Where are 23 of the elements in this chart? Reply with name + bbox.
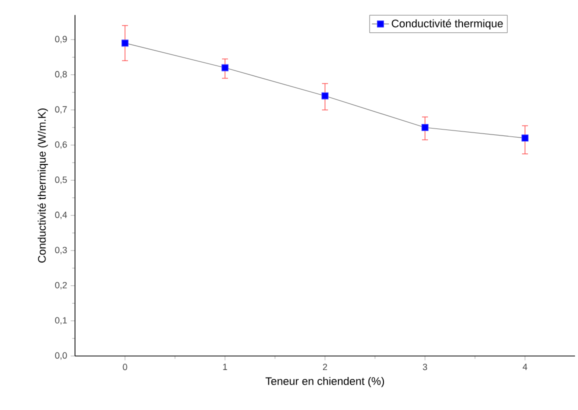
y-tick-label: 0,5 bbox=[55, 176, 67, 184]
y-tick-label: 0,6 bbox=[55, 141, 67, 149]
x-tick-label: 4 bbox=[522, 364, 528, 370]
point bbox=[522, 134, 529, 142]
point bbox=[322, 92, 329, 100]
x-axis-title: Teneur en chiendent (%) bbox=[266, 376, 384, 388]
y-tick-label: 0,0 bbox=[55, 352, 67, 360]
point bbox=[222, 64, 229, 72]
y-tick-label: 0,3 bbox=[55, 246, 67, 254]
y-tick-label: 0,8 bbox=[55, 71, 67, 78]
x-tick-label: 0 bbox=[122, 364, 128, 370]
y-tick-label: 0,7 bbox=[55, 106, 67, 114]
point bbox=[122, 40, 129, 47]
point bbox=[422, 124, 429, 131]
y-tick-label: 0,9 bbox=[55, 36, 67, 44]
legend-label: Conductivité thermique bbox=[392, 19, 503, 30]
y-tick-label: 0,1 bbox=[55, 317, 67, 325]
x-tick-label: 3 bbox=[422, 364, 428, 370]
y-tick-label: 0,2 bbox=[55, 282, 67, 290]
y-axis-title: Conductivité thermique (W/m.K) bbox=[38, 108, 48, 263]
x-tick-label: 2 bbox=[322, 364, 328, 370]
y-tick-label: 0,4 bbox=[55, 212, 67, 220]
x-tick-label: 1 bbox=[223, 364, 228, 370]
